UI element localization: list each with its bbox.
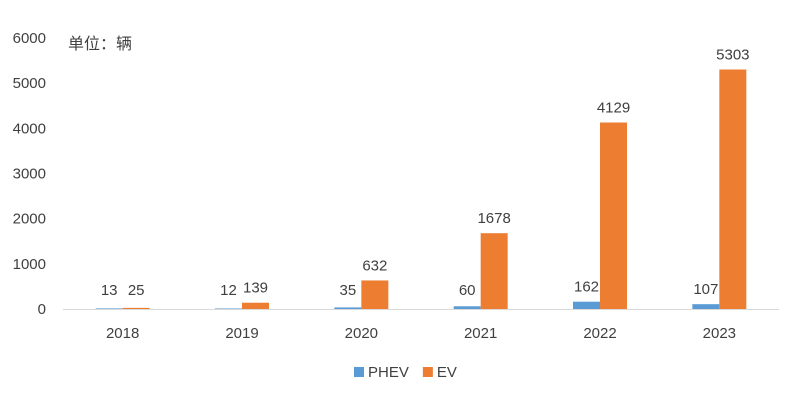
bar-ev [719,69,747,309]
data-label-phev: 107 [693,281,718,298]
legend-swatch-ev [422,367,433,377]
bar-phev [95,308,123,309]
data-label-ev: 632 [362,257,387,274]
x-tick-label: 2021 [464,325,497,342]
bar-phev [453,306,481,309]
legend: PHEV EV [354,364,457,381]
unit-label: 单位：辆 [68,35,132,53]
data-label-ev: 139 [243,280,268,297]
bar-ev [600,122,627,309]
x-axis: 2018 2019 2020 2021 2022 2023 [63,309,779,342]
y-tick-label: 5000 [13,75,46,92]
bar-ev [480,233,508,309]
bar-ev [122,307,150,309]
data-label-phev: 162 [574,279,599,296]
data-labels: 13 25 12 139 35 632 60 1678 162 4129 107 5303 [101,46,750,299]
data-label-phev: 13 [101,282,118,299]
bar-phev [334,307,362,309]
legend-label-phev: PHEV [368,364,409,381]
data-label-ev: 1678 [477,210,510,227]
bar-phev [215,308,242,309]
x-tick-label: 2018 [106,325,139,342]
x-tick-label: 2019 [225,325,258,342]
bar-phev [692,304,720,309]
bars [95,69,747,309]
bar-ev [361,280,389,309]
y-tick-label: 2000 [13,211,46,228]
data-label-phev: 35 [339,282,356,299]
data-label-phev: 12 [220,282,237,299]
y-tick-label: 1000 [13,256,46,273]
data-label-ev: 5303 [716,46,749,63]
y-tick-label: 0 [38,301,46,318]
x-tick-label: 2020 [345,325,378,342]
x-tick-label: 2022 [583,325,616,342]
data-label-phev: 60 [459,282,476,299]
bar-phev [573,301,600,309]
y-axis: 0 1000 2000 3000 4000 5000 6000 [13,30,46,318]
x-tick-label: 2023 [703,325,736,342]
y-tick-label: 3000 [13,166,46,183]
legend-swatch-phev [354,367,364,377]
y-tick-label: 6000 [13,30,46,47]
data-label-ev: 25 [128,282,145,299]
data-label-ev: 4129 [597,100,630,117]
legend-label-ev: EV [437,364,457,381]
bar-ev [242,302,269,309]
y-tick-label: 4000 [13,120,46,137]
